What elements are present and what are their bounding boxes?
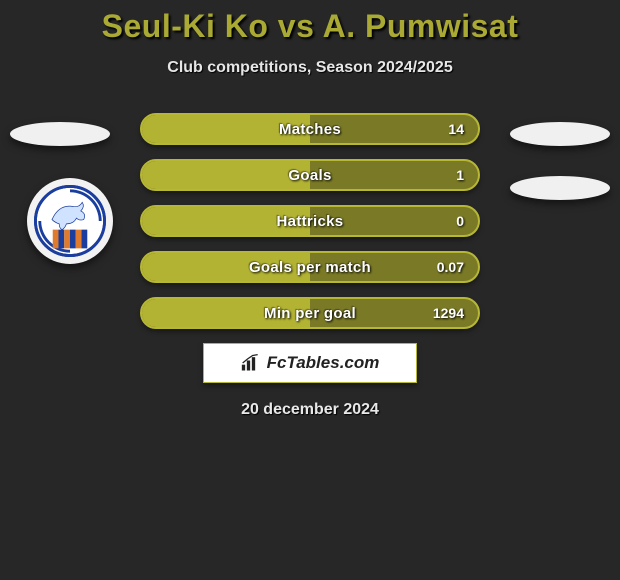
stat-value: 1 xyxy=(456,167,464,183)
stat-label: Hattricks xyxy=(142,213,478,230)
stat-bar: Min per goal1294 xyxy=(140,297,480,329)
stat-value: 1294 xyxy=(433,305,464,321)
stat-value: 14 xyxy=(448,121,464,137)
player-right-placeholder-2 xyxy=(510,176,610,200)
stat-label: Matches xyxy=(142,121,478,138)
club-badge xyxy=(27,178,113,264)
stat-label: Goals per match xyxy=(142,259,478,276)
stat-value: 0.07 xyxy=(437,259,464,275)
stat-bar: Hattricks0 xyxy=(140,205,480,237)
date-line: 20 december 2024 xyxy=(0,401,620,419)
stat-label: Min per goal xyxy=(142,305,478,322)
stat-value: 0 xyxy=(456,213,464,229)
comparison-title: Seul-Ki Ko vs A. Pumwisat xyxy=(0,8,620,45)
stat-bar: Goals1 xyxy=(140,159,480,191)
fctables-text: FcTables.com xyxy=(267,353,380,373)
stat-bar: Goals per match0.07 xyxy=(140,251,480,283)
stat-bar: Matches14 xyxy=(140,113,480,145)
player-right-placeholder-1 xyxy=(510,122,610,146)
bar-chart-icon xyxy=(241,354,261,372)
player-left-placeholder xyxy=(10,122,110,146)
season-subtitle: Club competitions, Season 2024/2025 xyxy=(0,59,620,77)
stat-label: Goals xyxy=(142,167,478,184)
fctables-badge: FcTables.com xyxy=(203,343,417,383)
